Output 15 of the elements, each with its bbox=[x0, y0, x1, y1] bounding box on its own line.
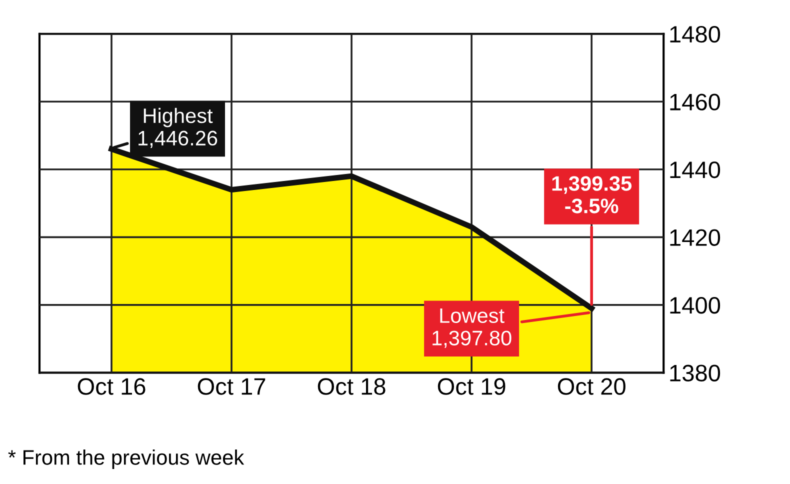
y-tick-label: 1460 bbox=[670, 94, 720, 110]
y-tick-label: 1380 bbox=[670, 364, 720, 382]
annotation: Lowest 1,397.80 bbox=[432, 308, 512, 348]
x-tick-label: Oct 18 bbox=[318, 378, 386, 395]
x-tick-label: Oct 20 bbox=[558, 378, 626, 395]
y-tick-label: 1440 bbox=[670, 161, 720, 178]
y-tick-label: 1400 bbox=[670, 296, 720, 314]
x-tick-label: Oct 19 bbox=[438, 378, 506, 395]
y-tick-label: 1480 bbox=[670, 26, 720, 43]
y-tick-label: 1420 bbox=[670, 229, 720, 246]
annotation: Highest 1,446.26 bbox=[138, 108, 218, 148]
annotation: 1,399.35 -3.5% bbox=[552, 176, 632, 214]
x-tick-label: Oct 16 bbox=[78, 378, 146, 395]
x-tick-label: Oct 17 bbox=[198, 378, 266, 395]
text: * From the previous week bbox=[8, 450, 244, 469]
